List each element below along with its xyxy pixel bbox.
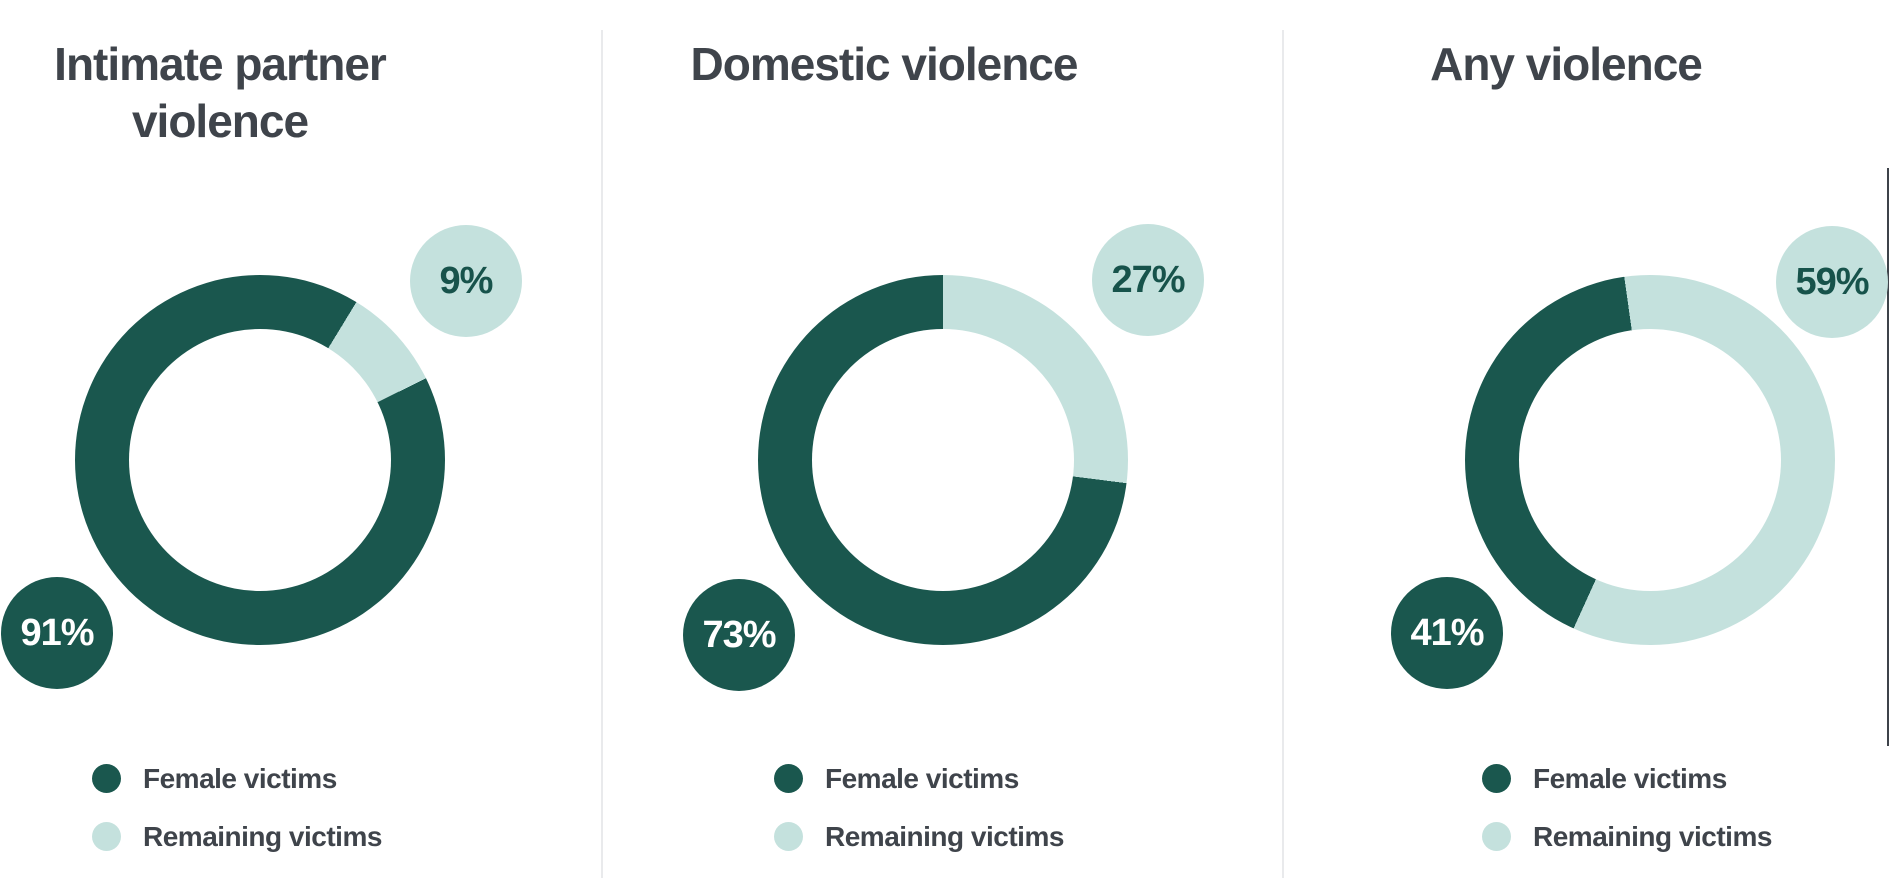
female-victims-swatch-icon <box>92 764 121 793</box>
percentage-value: 41% <box>1410 611 1484 654</box>
chart-title: Any violence <box>1316 36 1816 93</box>
chart-title-line: Domestic violence <box>690 38 1079 90</box>
remaining-victims-swatch-icon <box>1482 822 1511 851</box>
remaining-victims-swatch-icon <box>92 822 121 851</box>
chart-title-line: Intimate partner <box>54 38 387 90</box>
donut-chart <box>758 275 1128 645</box>
legend-label: Female victims <box>143 762 337 794</box>
female-victims-percentage-bubble: 41% <box>1391 577 1503 689</box>
female-victims-swatch-icon <box>1482 764 1511 793</box>
right-edge-line <box>1887 168 1889 746</box>
legend: Female victims Remaining victims <box>774 762 1064 880</box>
legend-label: Remaining victims <box>1533 820 1772 852</box>
legend-label: Female victims <box>825 762 1019 794</box>
donut-chart <box>75 275 445 645</box>
chart-title-line: Any violence <box>1430 38 1703 90</box>
legend: Female victims Remaining victims <box>1482 762 1772 880</box>
legend-item-remaining-victims: Remaining victims <box>774 820 1064 852</box>
chart-title: Domestic violence <box>634 36 1134 93</box>
female-victims-swatch-icon <box>774 764 803 793</box>
chart-title: Intimate partner violence <box>20 36 420 150</box>
female-victims-percentage-bubble: 91% <box>1 577 113 689</box>
legend: Female victims Remaining victims <box>92 762 382 880</box>
column-divider <box>601 30 603 878</box>
legend-item-remaining-victims: Remaining victims <box>92 820 382 852</box>
legend-label: Female victims <box>1533 762 1727 794</box>
legend-item-remaining-victims: Remaining victims <box>1482 820 1772 852</box>
legend-label: Remaining victims <box>825 820 1064 852</box>
legend-item-female-victims: Female victims <box>1482 762 1772 794</box>
donut-chart <box>1465 275 1835 645</box>
percentage-value: 91% <box>20 611 94 654</box>
chart-title-line: violence <box>131 95 309 147</box>
column-divider <box>1282 30 1284 878</box>
female-victims-percentage-bubble: 73% <box>683 579 795 691</box>
percentage-value: 27% <box>1111 258 1185 301</box>
legend-item-female-victims: Female victims <box>92 762 382 794</box>
legend-label: Remaining victims <box>143 820 382 852</box>
remaining-victims-percentage-bubble: 59% <box>1776 226 1888 338</box>
remaining-victims-swatch-icon <box>774 822 803 851</box>
remaining-victims-percentage-bubble: 27% <box>1092 224 1204 336</box>
remaining-victims-percentage-bubble: 9% <box>410 225 522 337</box>
legend-item-female-victims: Female victims <box>774 762 1064 794</box>
percentage-value: 73% <box>702 613 776 656</box>
percentage-value: 9% <box>439 259 494 302</box>
percentage-value: 59% <box>1795 260 1869 303</box>
